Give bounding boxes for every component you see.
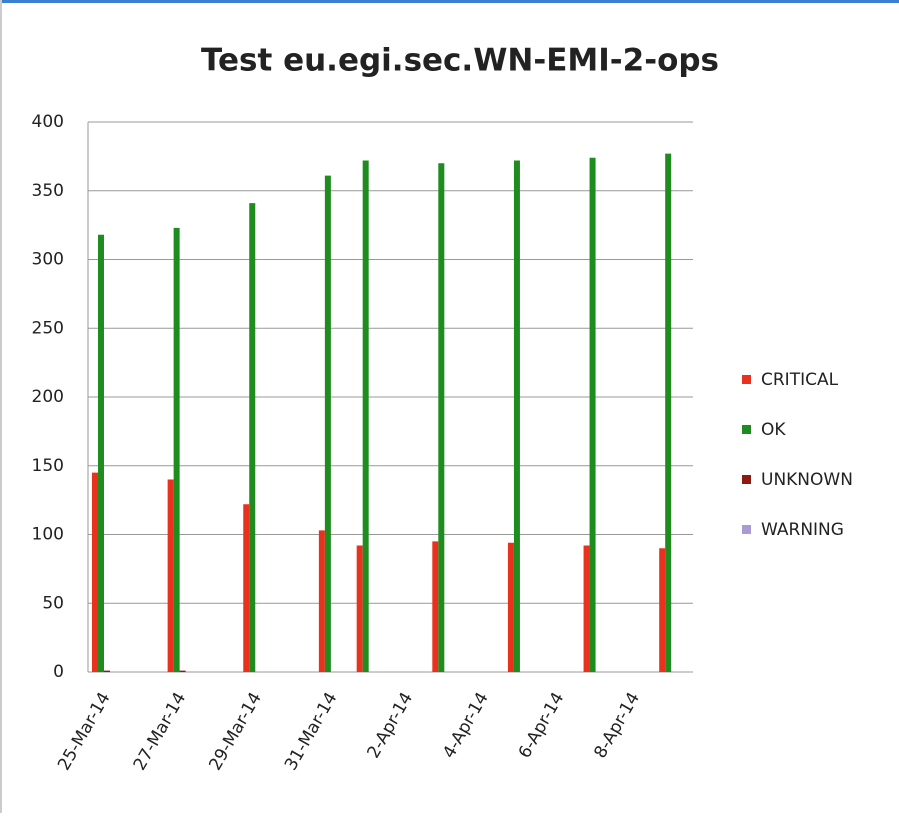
bar xyxy=(243,504,250,672)
x-tick-label: 6-Apr-14 xyxy=(515,689,569,762)
bar xyxy=(92,472,98,672)
legend-label: WARNING xyxy=(761,520,844,540)
y-tick-label: 200 xyxy=(32,387,64,407)
bar xyxy=(438,163,445,672)
y-tick-label: 100 xyxy=(32,525,64,545)
bar xyxy=(513,160,520,672)
y-tick-label: 150 xyxy=(32,456,64,476)
legend-label: UNKNOWN xyxy=(761,470,853,490)
y-tick-label: 250 xyxy=(32,318,64,338)
legend-label: OK xyxy=(761,420,786,440)
top-border xyxy=(0,0,899,3)
bar xyxy=(173,227,180,672)
bar xyxy=(324,175,331,672)
x-tick-label: 31-Mar-14 xyxy=(281,689,342,774)
legend-label: CRITICAL xyxy=(761,370,839,390)
legend-swatch xyxy=(742,475,751,484)
bar xyxy=(583,545,590,672)
x-tick-label: 25-Mar-14 xyxy=(54,689,115,774)
bar xyxy=(589,157,596,672)
bar xyxy=(356,545,363,672)
bar xyxy=(179,670,186,672)
legend-swatch xyxy=(742,525,751,534)
bar xyxy=(249,203,256,672)
y-tick-label: 300 xyxy=(32,250,64,270)
bar xyxy=(104,670,110,672)
legend-swatch xyxy=(742,425,751,434)
bar xyxy=(362,160,369,672)
x-tick-label: 4-Apr-14 xyxy=(439,689,493,762)
y-tick-label: 50 xyxy=(42,593,64,613)
bar xyxy=(507,542,514,672)
legend-swatch xyxy=(742,375,751,384)
bar xyxy=(665,153,672,672)
y-tick-label: 350 xyxy=(32,181,64,201)
x-tick-label: 2-Apr-14 xyxy=(364,689,418,762)
bar xyxy=(318,530,325,672)
y-tick-label: 0 xyxy=(53,662,64,682)
x-tick-label: 8-Apr-14 xyxy=(590,689,644,762)
left-border xyxy=(0,0,2,813)
x-tick-label: 29-Mar-14 xyxy=(205,689,266,774)
bar xyxy=(432,541,439,672)
y-tick-label: 400 xyxy=(32,112,64,132)
x-tick-label: 27-Mar-14 xyxy=(130,689,191,774)
bar xyxy=(167,479,174,672)
bar xyxy=(98,234,104,672)
bar xyxy=(659,548,666,672)
chart-title: Test eu.egi.sec.WN-EMI-2-ops xyxy=(201,43,719,79)
